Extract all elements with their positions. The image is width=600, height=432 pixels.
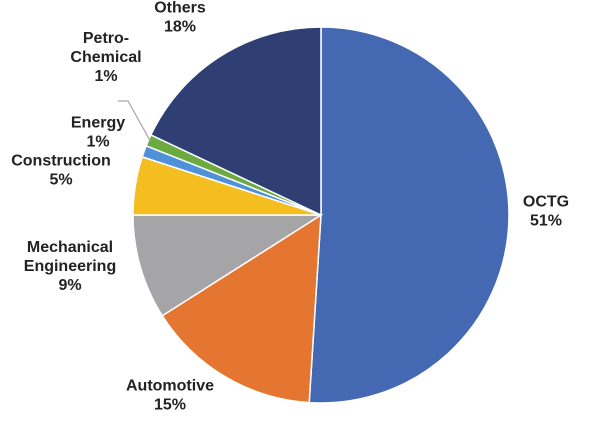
slice-name: Automotive — [126, 378, 214, 395]
slice-label: Mechanical Engineering 9% — [24, 239, 116, 294]
slice-label: Automotive 15% — [126, 378, 214, 414]
slice-label: OCTG 51% — [523, 194, 569, 230]
slice-label: Others 18% — [154, 0, 206, 36]
pie-slices — [132, 26, 510, 404]
slice-name: Construction — [11, 153, 111, 170]
slice-name: Petro- — [83, 30, 129, 47]
slice-label: Construction 5% — [11, 153, 111, 189]
slice-percent: 15% — [154, 397, 186, 414]
slice-label: Petro- Chemical 1% — [70, 30, 141, 85]
slice-percent: 51% — [530, 213, 562, 230]
slice-percent: 5% — [49, 172, 72, 189]
slice-name: OCTG — [523, 194, 569, 211]
pie-slice-mechanical-engineering — [132, 214, 324, 317]
pie-slice-others — [149, 26, 322, 217]
slice-percent: 1% — [94, 68, 117, 85]
slice-name: Chemical — [70, 49, 141, 66]
slice-labels: OCTG 51% Automotive 15% Mechanical Engineerin… — [11, 0, 569, 414]
slice-name: Mechanical — [27, 239, 113, 256]
pie-slice-automotive — [161, 213, 322, 404]
slice-label: Energy 1% — [71, 115, 125, 151]
slice-name: Others — [154, 0, 206, 17]
leader-line-petro-chemical — [118, 100, 151, 142]
slice-name: Energy — [71, 115, 125, 132]
slice-percent: 18% — [164, 19, 196, 36]
slice-percent: 9% — [58, 277, 81, 294]
pie-slice-octg — [308, 26, 510, 404]
slice-percent: 1% — [86, 134, 109, 151]
leader-lines — [118, 100, 151, 142]
slice-name: Engineering — [24, 258, 116, 275]
